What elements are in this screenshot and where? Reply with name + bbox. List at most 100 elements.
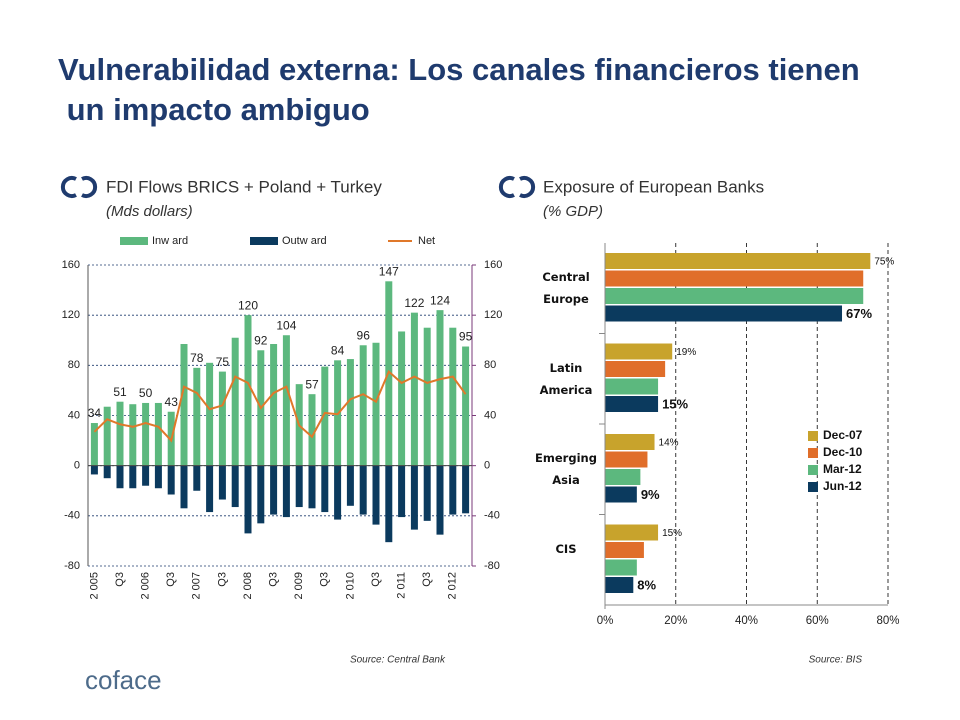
bar bbox=[346, 359, 354, 466]
x-tick-label: 2 007 bbox=[191, 572, 203, 600]
bar bbox=[218, 465, 226, 500]
data-label: 95 bbox=[459, 330, 473, 344]
bar bbox=[436, 465, 444, 535]
bar bbox=[605, 270, 864, 287]
x-tick-label: 0% bbox=[597, 615, 614, 627]
bullet-icon bbox=[60, 176, 98, 198]
bar bbox=[295, 465, 303, 508]
line bbox=[93, 369, 467, 443]
bar bbox=[270, 344, 278, 466]
category-label: CIS bbox=[555, 541, 577, 556]
bar bbox=[218, 371, 226, 466]
data-label: 96 bbox=[357, 328, 371, 342]
bar bbox=[462, 465, 470, 514]
data-label: 43 bbox=[165, 395, 179, 409]
y2-tick-label: 40 bbox=[484, 409, 496, 421]
bar bbox=[116, 401, 124, 466]
bar bbox=[308, 465, 316, 509]
bar bbox=[605, 524, 659, 541]
y2-tick-label: 160 bbox=[484, 259, 502, 271]
legend-swatch bbox=[808, 431, 818, 441]
bar bbox=[129, 465, 137, 489]
bar bbox=[231, 465, 239, 508]
logo: coface bbox=[85, 665, 162, 695]
category-label: Latin America bbox=[539, 360, 593, 397]
bar bbox=[282, 465, 290, 518]
x-tick-label: Q3 bbox=[216, 572, 228, 587]
bar bbox=[605, 378, 659, 395]
bar bbox=[605, 542, 644, 558]
y-tick-label: 80 bbox=[68, 359, 80, 371]
bar bbox=[605, 451, 648, 468]
bar bbox=[321, 465, 329, 513]
bar bbox=[423, 465, 431, 521]
x-tick-label: Q3 bbox=[370, 572, 382, 587]
bar bbox=[449, 327, 457, 466]
bar bbox=[206, 362, 214, 466]
bar bbox=[103, 465, 111, 479]
legend-label: Inw ard bbox=[152, 235, 188, 247]
bar bbox=[308, 394, 316, 466]
bar bbox=[90, 423, 98, 466]
bar bbox=[193, 465, 201, 491]
legend-label: Dec-10 bbox=[823, 445, 863, 459]
bar bbox=[605, 469, 641, 485]
legend-swatch bbox=[808, 448, 818, 458]
bar bbox=[410, 465, 418, 530]
x-tick-label: 60% bbox=[806, 615, 829, 627]
bar bbox=[321, 366, 329, 466]
x-tick-label: Q3 bbox=[268, 572, 280, 587]
y-tick-label: -80 bbox=[64, 560, 80, 572]
bar bbox=[605, 434, 655, 450]
legend-swatch bbox=[250, 237, 278, 245]
x-tick-label: Q3 bbox=[421, 572, 433, 587]
x-tick-label: 2 009 bbox=[293, 572, 305, 600]
bar bbox=[346, 465, 354, 506]
x-tick-label: 2 011 bbox=[396, 572, 408, 599]
bar bbox=[605, 343, 673, 360]
bullet-icon bbox=[498, 176, 536, 198]
data-label: 92 bbox=[254, 333, 268, 347]
bar bbox=[129, 404, 137, 466]
x-tick-label: 2 010 bbox=[344, 572, 356, 600]
data-label: 51 bbox=[113, 385, 127, 399]
y2-tick-label: -80 bbox=[484, 560, 500, 572]
x-tick-label: Q3 bbox=[165, 572, 177, 587]
bar bbox=[398, 331, 406, 466]
bar bbox=[372, 465, 380, 525]
data-label: 78 bbox=[190, 351, 204, 365]
data-label: 84 bbox=[331, 343, 345, 357]
chart-title: Exposure of European Banks bbox=[543, 177, 764, 196]
bar bbox=[206, 465, 214, 513]
data-label: 124 bbox=[430, 293, 450, 307]
source: Source: BIS bbox=[809, 655, 863, 666]
legend-label: Mar-12 bbox=[823, 462, 862, 476]
y-tick-label: 0 bbox=[74, 460, 80, 472]
bar bbox=[605, 288, 864, 304]
legend-swatch bbox=[808, 482, 818, 492]
data-label: 8% bbox=[637, 577, 656, 592]
bar bbox=[449, 465, 457, 515]
bar bbox=[385, 465, 393, 543]
bar bbox=[180, 344, 188, 466]
bar bbox=[605, 486, 637, 503]
bar bbox=[244, 315, 252, 466]
data-label: 75 bbox=[216, 355, 230, 369]
data-label: 122 bbox=[404, 296, 424, 310]
x-tick-label: Q3 bbox=[319, 572, 331, 587]
data-label: 19% bbox=[676, 347, 696, 358]
bar bbox=[372, 342, 380, 466]
data-label: 75% bbox=[874, 257, 894, 268]
bar bbox=[270, 465, 278, 515]
x-tick-label: Q3 bbox=[114, 572, 126, 587]
bar bbox=[142, 402, 150, 466]
y2-tick-label: 120 bbox=[484, 309, 502, 321]
category-label: Central Europe bbox=[542, 270, 590, 307]
bar bbox=[359, 465, 367, 515]
bar bbox=[423, 327, 431, 466]
data-label: 120 bbox=[238, 298, 258, 312]
bar bbox=[180, 465, 188, 509]
bar bbox=[605, 577, 634, 593]
bar bbox=[462, 346, 470, 466]
